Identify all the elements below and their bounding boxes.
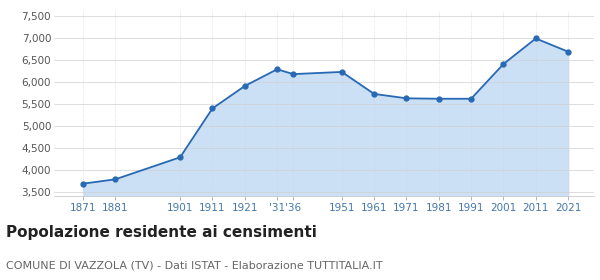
Text: COMUNE DI VAZZOLA (TV) - Dati ISTAT - Elaborazione TUTTITALIA.IT: COMUNE DI VAZZOLA (TV) - Dati ISTAT - El… [6, 260, 383, 270]
Text: Popolazione residente ai censimenti: Popolazione residente ai censimenti [6, 225, 317, 241]
